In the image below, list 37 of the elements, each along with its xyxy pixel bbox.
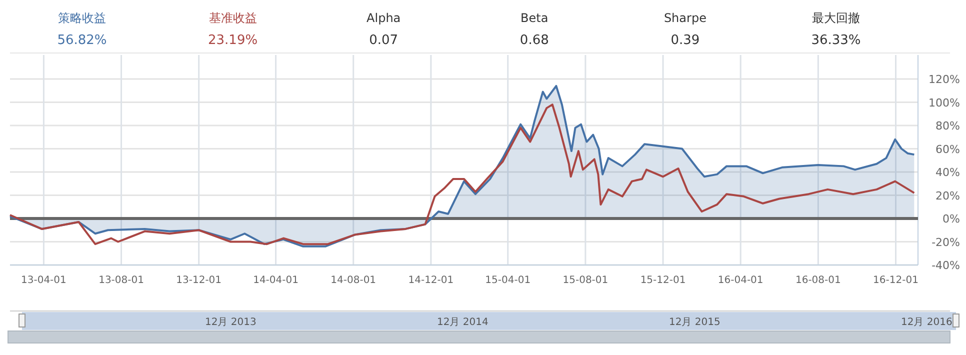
text: 56.82% (57, 33, 107, 48)
x-tick-label: 16-04-01 (718, 275, 764, 286)
x-tick-label: 16-08-01 (795, 275, 841, 286)
text: 23.19% (208, 33, 258, 48)
text: Beta (520, 11, 548, 25)
text: 0.68 (520, 33, 549, 48)
x-tick-label: 15-08-01 (562, 275, 608, 286)
x-tick-label: 13-08-01 (98, 275, 144, 286)
x-tick-label: 15-04-01 (485, 275, 531, 286)
x-tick-label: 13-12-01 (176, 275, 222, 286)
x-tick-label: 14-12-01 (408, 275, 454, 286)
text: Alpha (366, 11, 401, 25)
x-tick-label: 14-08-01 (330, 275, 376, 286)
x-tick-label: 15-12-01 (640, 275, 686, 286)
x-tick-label: 14-04-01 (253, 275, 298, 286)
text: 12月 2014 (437, 317, 488, 328)
x-tick-label: 16-12-01 (873, 275, 918, 286)
y-tick-label: 100% (928, 96, 960, 110)
text: 12月 2013 (205, 317, 256, 328)
text: 12月 2015 (669, 317, 720, 328)
y-tick-label: 40% (936, 166, 960, 179)
y-tick-label: 120% (928, 73, 960, 86)
text: 36.33% (811, 33, 861, 48)
text: 0.39 (670, 33, 700, 48)
text: 策略收益 (58, 11, 106, 25)
text: 12月 2016 (901, 317, 952, 328)
text: Sharpe (664, 11, 706, 25)
text: 基准收益 (208, 11, 257, 25)
x-tick-label: 13-04-01 (21, 275, 66, 286)
y-tick-label: 20% (936, 189, 960, 202)
y-tick-label: 0% (942, 212, 960, 226)
y-tick-label: 60% (936, 142, 960, 156)
y-tick-label: -20% (932, 236, 960, 249)
text: 最大回撤 (812, 11, 860, 25)
y-tick-label: 80% (936, 120, 960, 132)
text: 0.07 (369, 33, 398, 48)
y-tick-label: -40% (932, 259, 960, 272)
